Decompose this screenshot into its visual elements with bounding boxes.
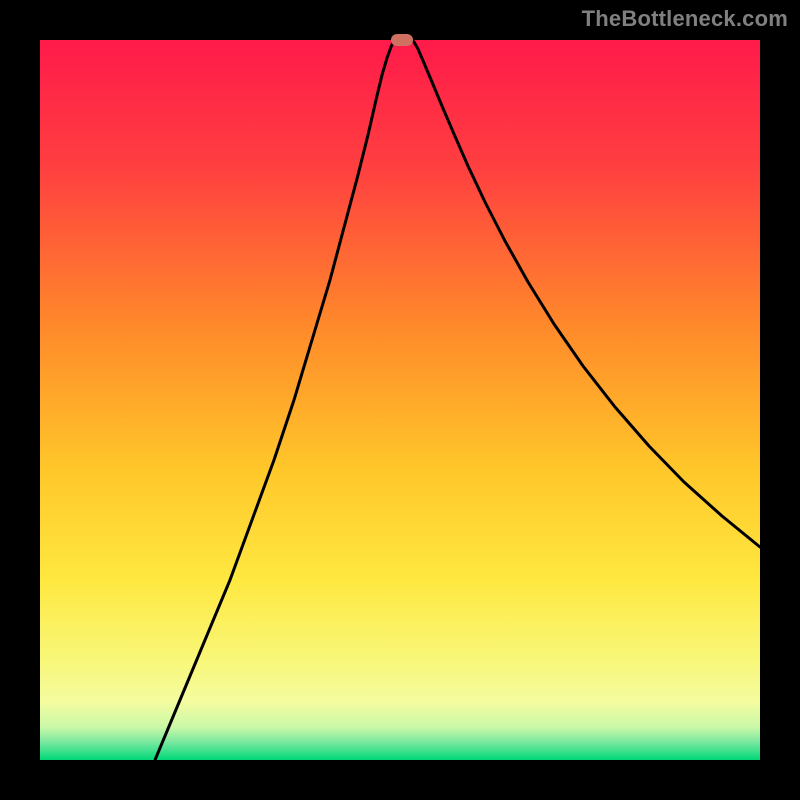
plot-background [40,40,760,760]
min-marker [391,34,413,46]
bottleneck-chart [0,0,800,800]
border-right [760,0,800,800]
border-left [0,0,40,800]
border-bottom [0,760,800,800]
chart-stage: TheBottleneck.com [0,0,800,800]
